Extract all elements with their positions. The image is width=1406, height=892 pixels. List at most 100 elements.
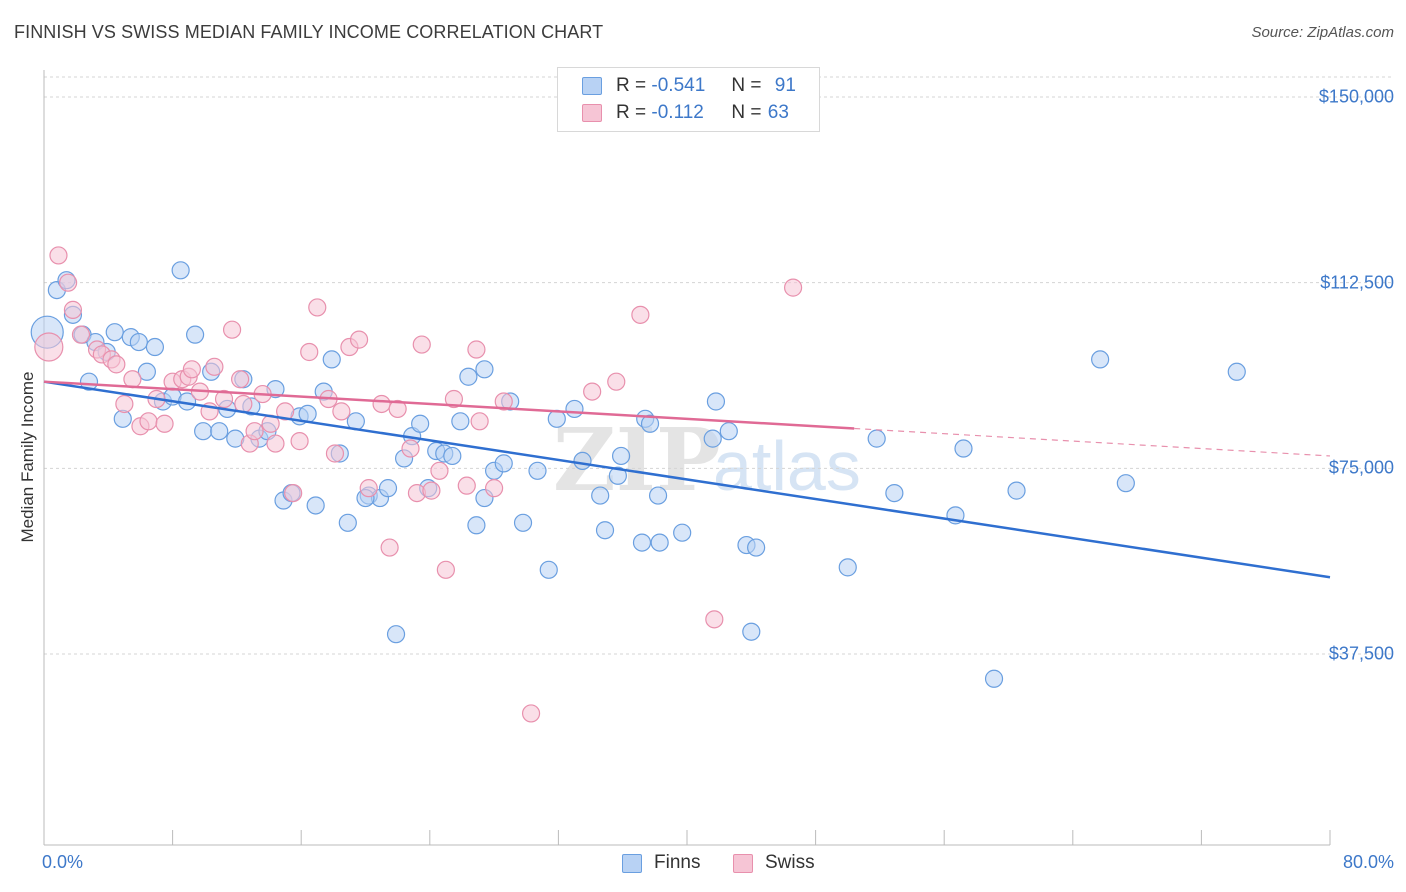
swiss-point [470,412,489,431]
x-tick-label-min: 0.0% [42,852,84,872]
swiss-point [485,479,504,498]
swiss-point [436,560,455,579]
finns-point [611,446,631,466]
swiss-point [205,357,224,376]
finns-point [145,337,165,357]
finns-point [378,479,398,498]
finns-point [194,422,213,441]
finns-point [650,533,669,552]
swiss-point [107,355,126,374]
finns-point [595,521,615,540]
swiss-point [631,305,650,324]
swiss-point [494,392,513,411]
finns-point [591,486,610,505]
swiss-point [34,332,64,362]
y-tick-label-75000: $75,000 [1328,457,1394,478]
finns-point [1227,362,1246,381]
correlation-legend: R = -0.541 N = 91 R = -0.112 N = 63 [557,67,820,132]
swiss-point [59,273,78,292]
swiss-point [349,330,369,349]
swiss-legend-icon [733,853,753,873]
swiss-swatch-icon [582,104,602,122]
finns-point [706,392,726,411]
finns-point [648,486,668,505]
chart-title: FINNISH VS SWISS MEDIAN FAMILY INCOME CO… [14,22,604,42]
swiss-point [266,434,285,453]
finns-point [186,325,205,344]
finns-point [747,538,766,557]
finns-point [322,350,341,369]
swiss-point [388,399,407,419]
swiss-point [359,479,378,498]
finns-point [513,513,533,532]
legend-n-value-finns: 91 [774,75,796,96]
finns-point [528,461,547,480]
legend-r-label: R = [616,102,647,123]
bottom-legend-swiss: Swiss [733,852,815,874]
legend-r-value-swiss: -0.112 [651,102,704,123]
finns-point [105,323,124,342]
finns-point [1091,350,1110,369]
finns-point [954,439,973,458]
swiss-point [444,389,464,409]
y-tick-label-150000: $150,000 [1318,86,1394,107]
finns-point [467,516,486,535]
swiss-point [245,422,264,441]
y-tick-label-112500: $112,500 [1320,272,1394,293]
swiss-point [276,402,295,421]
swiss-trend-line [43,380,855,430]
y-tick-label-37500: $37,500 [1328,643,1394,664]
swiss-point [63,300,83,319]
finns-point [838,558,857,577]
finns-point [703,429,722,448]
finns-point [673,523,692,542]
swiss-point [325,444,345,463]
finns-point [494,454,513,473]
finns-point [1007,481,1026,500]
finns-point [459,367,478,386]
legend-r-label: R = [616,75,647,96]
swiss-point [123,370,142,389]
swiss-point [284,483,303,503]
swiss-point [422,481,441,500]
finns-legend-icon [622,853,642,873]
finns-point [573,451,592,471]
finns-point [867,429,886,448]
finns-swatch-icon [582,77,602,95]
swiss-point [583,382,602,401]
swiss-trend-extension [854,427,1331,457]
swiss-point [705,610,724,629]
swiss-point [139,412,158,431]
finns-point [1116,474,1135,493]
legend-n-label: N = [731,75,762,96]
finns-point [475,360,494,379]
swiss-point [308,298,327,317]
finns-trend-line [43,380,1331,579]
finns-point [742,622,761,641]
swiss-point [71,325,91,344]
x-tick-label-max: 80.0% [1342,852,1394,872]
finns-legend-label: Finns [654,852,701,873]
legend-row-swiss: R = -0.112 N = 63 [582,102,789,124]
swiss-point [430,461,449,480]
finns-point [632,533,652,552]
swiss-point [182,360,201,379]
finns-point [443,446,462,466]
finns-point [539,560,558,579]
swiss-point [783,278,803,297]
swiss-point [607,372,626,391]
source-label: Source: ZipAtlas.com [1251,24,1394,41]
finns-point [411,414,430,433]
swiss-point [115,394,134,414]
legend-r-value-finns: -0.541 [651,75,706,96]
swiss-point [457,476,476,495]
swiss-point [231,370,250,389]
finns-point [984,669,1004,688]
swiss-point [521,704,541,723]
finns-point [210,422,229,441]
swiss-point [380,538,399,557]
finns-point [129,332,148,352]
swiss-point [155,414,174,433]
finns-point [306,496,325,515]
